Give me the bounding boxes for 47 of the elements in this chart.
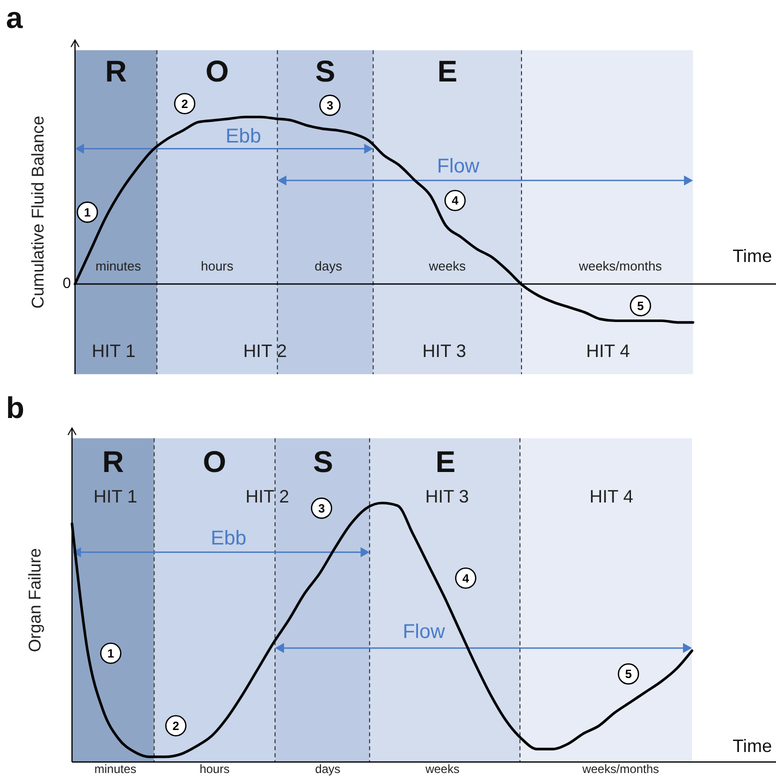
text: HIT 2 [243,341,287,362]
annotation: HIT 1 [94,486,138,507]
text: R [105,56,128,88]
annotation: 1 [107,646,114,660]
x-axis-title: Time [732,246,772,266]
text: 2 [181,96,188,111]
text: E [436,446,456,480]
x-axis-title: Time [732,736,772,756]
annotation: hours [200,258,234,274]
text: HIT 3 [422,341,466,362]
text: R [102,446,124,480]
annotation: HIT 2 [245,486,290,507]
annotation: 1 [84,205,92,220]
annotation: Ebb [210,528,246,550]
annotation: minutes [95,258,142,274]
text: HIT 4 [586,341,630,362]
chart-title: b [6,392,24,425]
annotation: 3 [318,501,326,516]
annotation: HIT 3 [425,486,469,507]
text: O [202,446,226,480]
annotation: minutes [94,762,136,776]
annotation: Ebb [226,125,262,148]
annotation: hours [200,762,230,776]
chart-title: a [6,2,23,35]
y-axis-title: Organ Failure [25,548,44,652]
annotation: 4 [462,571,470,586]
annotation: 0 [62,274,71,292]
annotation: days [314,258,343,274]
text: S [315,56,336,88]
y-axis-title: Cumulative Fluid Balance [28,116,48,309]
text: 3 [326,98,334,112]
annotation: 5 [625,667,632,682]
annotation: 5 [637,298,644,313]
annotation: weeks [424,762,460,776]
annotation: 2 [172,718,180,733]
text: O [205,56,229,88]
annotation: Flow [437,155,480,178]
annotation: weeks [428,258,466,274]
annotation: Flow [402,620,446,643]
annotation: weeks/months [581,762,660,776]
text: E [437,56,458,88]
text: HIT 1 [92,341,136,362]
annotation: 4 [452,194,459,208]
annotation: HIT 4 [590,486,634,507]
text: S [313,446,334,480]
annotation: weeks/months [578,258,662,274]
annotation: days [315,762,340,776]
